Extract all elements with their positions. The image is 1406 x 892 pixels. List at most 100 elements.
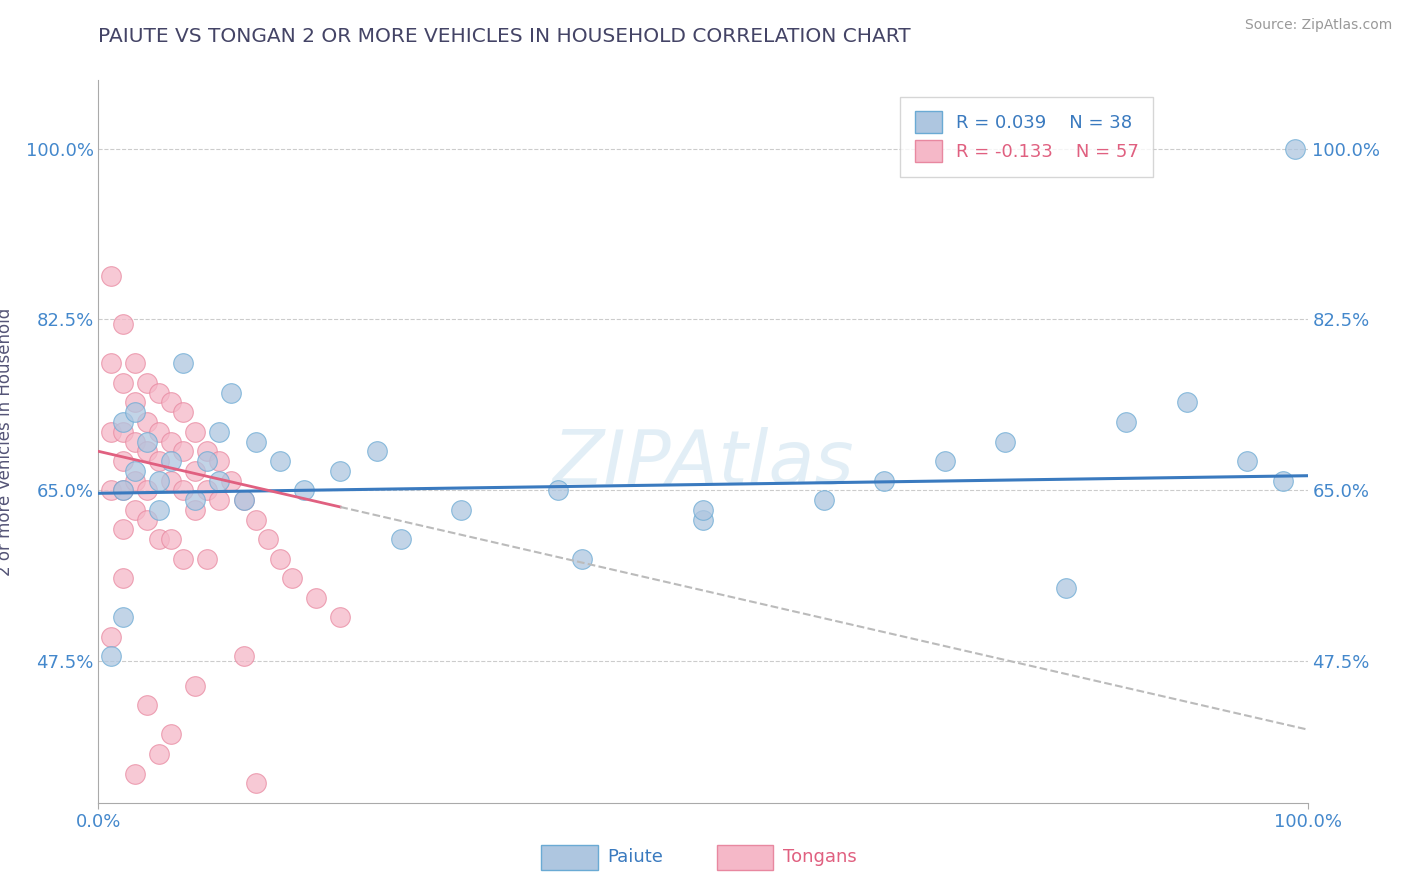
Point [124, 503, 146, 517]
Point [148, 532, 170, 546]
Point [111, 454, 134, 468]
Point [100, 649, 122, 664]
Point [195, 444, 218, 458]
Point [232, 649, 254, 664]
Point [208, 425, 231, 439]
Point [813, 493, 835, 508]
Text: ZIPAtlas: ZIPAtlas [553, 427, 853, 500]
Point [692, 503, 714, 517]
Point [221, 474, 243, 488]
Point [305, 591, 328, 605]
Point [100, 356, 122, 370]
Point [111, 483, 134, 498]
Point [135, 513, 157, 527]
Point [124, 395, 146, 409]
Text: Source: ZipAtlas.com: Source: ZipAtlas.com [1244, 18, 1392, 32]
Point [100, 483, 122, 498]
Point [269, 454, 291, 468]
Point [148, 474, 170, 488]
Point [208, 474, 231, 488]
Point [135, 434, 157, 449]
Point [873, 474, 896, 488]
Point [172, 483, 194, 498]
Point [245, 434, 267, 449]
Point [135, 376, 157, 390]
Y-axis label: 2 or more Vehicles in Household: 2 or more Vehicles in Household [0, 308, 14, 575]
Point [172, 551, 194, 566]
Point [111, 523, 134, 537]
Point [571, 551, 593, 566]
Point [389, 532, 412, 546]
Point [934, 454, 956, 468]
Point [148, 503, 170, 517]
Point [1236, 454, 1258, 468]
Point [111, 425, 134, 439]
Point [172, 444, 194, 458]
Point [547, 483, 569, 498]
Point [232, 493, 254, 508]
Point [208, 493, 231, 508]
Point [292, 483, 315, 498]
Point [184, 493, 207, 508]
Point [124, 356, 146, 370]
Point [124, 474, 146, 488]
Point [148, 425, 170, 439]
Point [184, 679, 207, 693]
Point [172, 356, 194, 370]
Point [1175, 395, 1198, 409]
Point [160, 474, 183, 488]
Point [135, 483, 157, 498]
Point [135, 444, 157, 458]
Point [245, 776, 267, 790]
Point [100, 425, 122, 439]
Point [994, 434, 1017, 449]
Text: PAIUTE VS TONGAN 2 OR MORE VEHICLES IN HOUSEHOLD CORRELATION CHART: PAIUTE VS TONGAN 2 OR MORE VEHICLES IN H… [98, 27, 911, 45]
Point [256, 532, 278, 546]
Point [160, 532, 183, 546]
Point [111, 610, 134, 624]
Point [135, 698, 157, 713]
Text: Tongans: Tongans [783, 848, 856, 866]
Point [148, 747, 170, 761]
Legend: R = 0.039    N = 38, R = -0.133    N = 57: R = 0.039 N = 38, R = -0.133 N = 57 [900, 96, 1153, 177]
Point [221, 385, 243, 400]
Point [111, 318, 134, 332]
Point [195, 551, 218, 566]
Point [245, 513, 267, 527]
Point [124, 405, 146, 419]
Point [232, 493, 254, 508]
Point [1272, 474, 1295, 488]
Point [160, 434, 183, 449]
Point [195, 454, 218, 468]
Point [100, 268, 122, 283]
Point [135, 415, 157, 429]
Point [329, 610, 352, 624]
Point [366, 444, 388, 458]
Point [172, 405, 194, 419]
Point [148, 385, 170, 400]
Point [195, 483, 218, 498]
Text: Paiute: Paiute [607, 848, 664, 866]
Point [184, 464, 207, 478]
Point [269, 551, 291, 566]
Point [148, 454, 170, 468]
Point [111, 483, 134, 498]
Point [160, 727, 183, 741]
Point [160, 454, 183, 468]
Point [281, 571, 304, 585]
Point [100, 630, 122, 644]
Point [111, 571, 134, 585]
Point [450, 503, 472, 517]
Point [1284, 142, 1306, 156]
Point [111, 415, 134, 429]
Point [184, 503, 207, 517]
Point [329, 464, 352, 478]
Point [184, 425, 207, 439]
Point [160, 395, 183, 409]
Point [208, 454, 231, 468]
Point [124, 434, 146, 449]
Point [124, 464, 146, 478]
Point [111, 376, 134, 390]
Point [1054, 581, 1077, 595]
Point [692, 513, 714, 527]
